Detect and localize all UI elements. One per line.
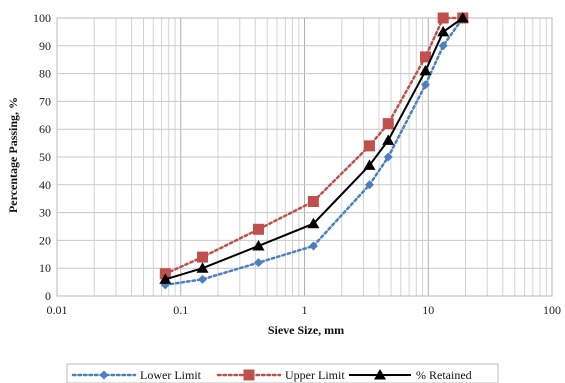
upper-limit-line (164, 16, 464, 276)
lower-limit-point (198, 274, 208, 284)
legend-marker-lower-limit (99, 370, 109, 380)
x-axis-title: Sieve Size, mm (268, 323, 344, 337)
retained-point (159, 273, 172, 284)
y-tick-label: 50 (39, 150, 51, 164)
upper-limit-point (363, 140, 375, 152)
upper-limit-point (307, 195, 319, 207)
retained-point (419, 64, 432, 76)
y-tick-label: 80 (39, 67, 51, 81)
lower-limit-point (308, 241, 318, 251)
retained-point (456, 12, 469, 23)
y-axis-title: Percentage Passing, % (6, 97, 20, 213)
y-tick-label: 70 (39, 94, 51, 108)
tick-labels: 0 10 20 30 40 50 60 70 80 90 100 0.01 0.1 1 10 100 (33, 11, 561, 317)
y-tick-label: 60 (39, 122, 51, 136)
retained-point (363, 159, 376, 170)
legend-label-lower-limit: Lower Limit (140, 368, 202, 382)
legend-marker-upper-limit (243, 369, 255, 381)
grid (56, 17, 552, 297)
x-tick-label: 10 (422, 303, 434, 317)
x-tick-label: 0.1 (173, 303, 188, 317)
retained-point (382, 134, 395, 145)
lower-limit-point (383, 152, 393, 162)
y-tick-label: 40 (39, 178, 51, 192)
y-tick-label: 10 (39, 261, 51, 275)
upper-limit-point (419, 51, 431, 63)
y-tick-label: 0 (45, 289, 51, 303)
x-tick-label: 100 (543, 303, 561, 317)
upper-limit-point (437, 12, 449, 24)
lower-limit-point (364, 180, 374, 190)
upper-limit-point (197, 251, 209, 263)
y-tick-label: 90 (39, 39, 51, 53)
retained-point (196, 262, 209, 273)
y-tick-label: 30 (39, 206, 51, 220)
plot-area (56, 17, 553, 297)
series-retained (159, 12, 469, 284)
y-tick-label: 20 (39, 233, 51, 247)
upper-limit-point (382, 118, 394, 130)
legend-label-upper-limit: Upper Limit (285, 368, 345, 382)
x-tick-label: 1 (302, 303, 308, 317)
legend-box (66, 363, 499, 383)
upper-limit-point (253, 223, 265, 235)
legend: Lower Limit Upper Limit % Retained (66, 363, 499, 383)
retained-point (307, 217, 320, 229)
lower-limit-point (254, 258, 264, 268)
retained-point (437, 25, 450, 37)
legend-label-retained: % Retained (416, 368, 472, 382)
y-tick-label: 100 (33, 11, 51, 25)
series-upper-limit (159, 12, 469, 280)
lower-limit-point (438, 41, 448, 51)
series-layer (159, 12, 469, 290)
lower-limit-point (420, 80, 430, 90)
retained-point (252, 239, 265, 251)
axes (56, 17, 553, 297)
x-tick-label: 0.01 (47, 303, 68, 317)
legend-marker-retained (374, 369, 386, 380)
